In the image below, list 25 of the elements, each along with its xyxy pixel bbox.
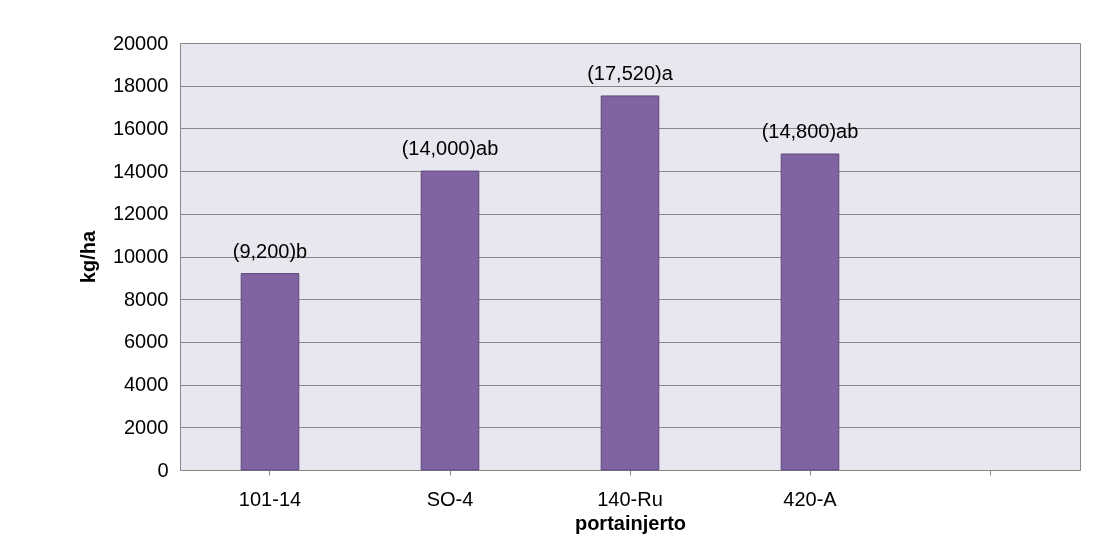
y-tick-label: 18000 (112, 74, 169, 97)
data-label: (14,000)ab (401, 137, 499, 160)
bar (780, 153, 840, 471)
x-tick-label: 420-A (783, 487, 838, 510)
x-tick-label: SO-4 (426, 487, 474, 510)
bar (600, 95, 660, 471)
y-tick-label: 6000 (124, 330, 169, 353)
data-label: (9,200)b (232, 239, 308, 262)
y-axis-title: kg/ha (76, 230, 99, 284)
y-tick-label: 14000 (112, 159, 169, 182)
bar (420, 170, 480, 471)
data-label: (14,800)ab (761, 120, 859, 143)
y-tick-label: 0 (157, 458, 169, 481)
x-axis-title: portainjerto (574, 511, 687, 534)
y-tick-label: 12000 (112, 202, 169, 225)
y-tick-label: 20000 (112, 31, 169, 54)
x-tick-label: 140-Ru (597, 487, 663, 510)
data-label: (17,520)a (587, 61, 674, 84)
y-tick-label: 4000 (124, 373, 169, 396)
y-tick-label: 10000 (112, 245, 169, 267)
y-tick-label: 2000 (124, 415, 169, 438)
y-tick-label: 8000 (124, 287, 169, 310)
bar (240, 273, 300, 471)
y-tick-label: 16000 (112, 116, 169, 139)
x-tick-label: 101-14 (238, 487, 302, 510)
